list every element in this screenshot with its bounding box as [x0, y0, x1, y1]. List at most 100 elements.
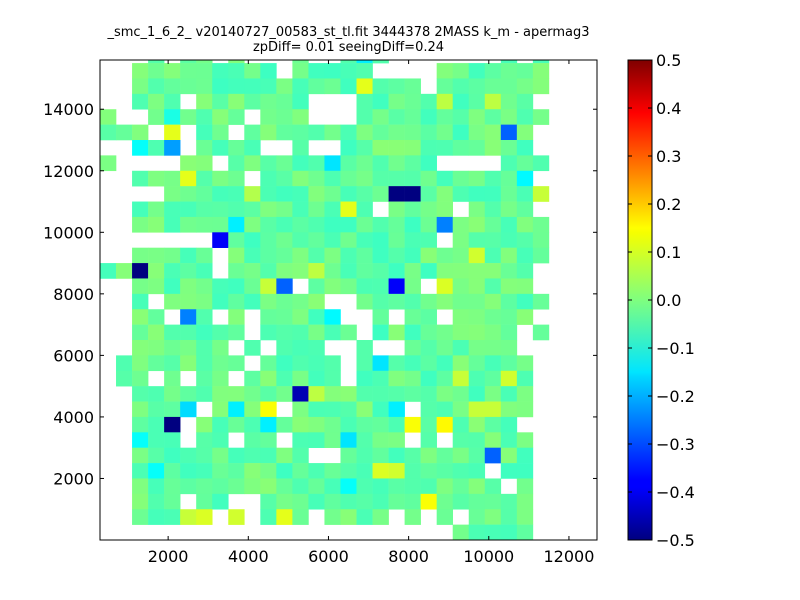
heatmap-cell	[292, 216, 309, 233]
heatmap-cell	[244, 140, 261, 156]
heatmap-cell	[516, 186, 534, 202]
heatmap-cell	[356, 201, 373, 218]
heatmap-cell	[516, 155, 534, 172]
heatmap-cell	[276, 78, 293, 95]
heatmap-cell	[388, 93, 405, 110]
heatmap-cell	[420, 386, 437, 402]
heatmap-cell	[436, 447, 454, 464]
heatmap-cell	[388, 247, 405, 264]
heatmap-cell	[372, 186, 389, 202]
heatmap-cell	[132, 370, 149, 387]
heatmap-cell	[180, 247, 197, 264]
heatmap-cell	[132, 386, 149, 402]
heatmap-cell	[308, 216, 325, 233]
heatmap-cell	[372, 60, 389, 64]
heatmap-cell	[212, 463, 229, 479]
heatmap-cell	[324, 78, 341, 95]
heatmap-cell	[196, 93, 213, 110]
heatmap-cell	[372, 416, 389, 433]
heatmap-cell	[292, 109, 309, 125]
y-tick-label: 12000	[43, 162, 94, 181]
plot-area-frame	[99, 59, 598, 541]
heatmap-cell	[212, 432, 229, 448]
heatmap-cell	[516, 463, 534, 479]
heatmap-cell	[500, 216, 518, 233]
heatmap-cell	[324, 432, 341, 448]
heatmap-cell	[132, 447, 149, 464]
heatmap-cell	[196, 201, 213, 218]
heatmap-cell	[468, 478, 486, 495]
heatmap-cell	[468, 401, 486, 418]
heatmap-cell	[500, 63, 518, 79]
heatmap-cell	[244, 370, 261, 387]
heatmap-cell	[468, 78, 486, 95]
heatmap-cell	[164, 355, 181, 372]
heatmap-cell	[452, 524, 470, 541]
heatmap-cell	[388, 478, 405, 495]
heatmap-cell	[180, 278, 197, 295]
heatmap-cell	[356, 140, 373, 156]
heatmap-cell	[132, 416, 149, 433]
heatmap-cell	[452, 416, 470, 433]
heatmap-cell	[324, 370, 341, 387]
heatmap-cell	[468, 293, 486, 310]
heatmap-cell	[388, 324, 405, 341]
heatmap-cell	[228, 401, 245, 418]
heatmap-cell	[180, 463, 197, 479]
heatmap-cell	[276, 216, 293, 233]
heatmap-cell	[340, 447, 357, 464]
colorbar-tick-label: −0.3	[656, 435, 695, 454]
heatmap-cell	[164, 278, 181, 295]
heatmap-cell	[356, 186, 373, 202]
heatmap-cell	[420, 370, 437, 387]
heatmap-cell	[196, 186, 213, 202]
heatmap-cell	[372, 140, 389, 156]
heatmap-cell	[196, 124, 213, 141]
heatmap-cell	[452, 140, 470, 156]
heatmap-cell	[484, 140, 502, 156]
heatmap-cell	[356, 370, 373, 387]
heatmap-cell	[324, 493, 341, 510]
heatmap-cell	[356, 63, 373, 79]
heatmap-cell	[292, 478, 309, 495]
heatmap-cell	[500, 109, 518, 125]
heatmap-cell	[148, 447, 165, 464]
heatmap-cell	[452, 247, 470, 264]
heatmap-cell	[340, 278, 357, 295]
heatmap-cell	[228, 216, 245, 233]
heatmap-cell	[468, 201, 486, 218]
heatmap-cell	[148, 93, 165, 110]
heatmap-cell	[468, 463, 486, 479]
heatmap-cell	[484, 278, 502, 295]
heatmap-cell	[148, 493, 165, 510]
heatmap-cell	[212, 447, 229, 464]
heatmap-cell	[484, 493, 502, 510]
heatmap-cell	[292, 247, 309, 264]
heatmap-cell	[260, 386, 277, 402]
heatmap-cell	[228, 186, 245, 202]
heatmap-cell	[196, 278, 213, 295]
heatmap-cell	[244, 386, 261, 402]
heatmap-cell	[228, 278, 245, 295]
heatmap-cell	[180, 340, 197, 356]
heatmap-cell	[260, 463, 277, 479]
heatmap-cell	[468, 309, 486, 325]
heatmap-cell	[420, 232, 437, 248]
heatmap-cell	[164, 416, 181, 433]
heatmap-cell	[436, 263, 454, 279]
heatmap-cell	[244, 155, 261, 172]
heatmap-cell	[276, 263, 293, 279]
heatmap-cell	[308, 155, 325, 172]
heatmap-cell	[404, 93, 421, 110]
heatmap-cell	[468, 109, 486, 125]
heatmap-cell	[244, 463, 261, 479]
heatmap-cell	[420, 478, 437, 495]
heatmap-cell	[420, 447, 437, 464]
heatmap-cell	[484, 340, 502, 356]
heatmap-cell	[484, 263, 502, 279]
heatmap-cell	[324, 401, 341, 418]
heatmap-cell	[292, 155, 309, 172]
heatmap-cell	[500, 201, 518, 218]
heatmap-cell	[324, 463, 341, 479]
heatmap-cell	[468, 232, 486, 248]
